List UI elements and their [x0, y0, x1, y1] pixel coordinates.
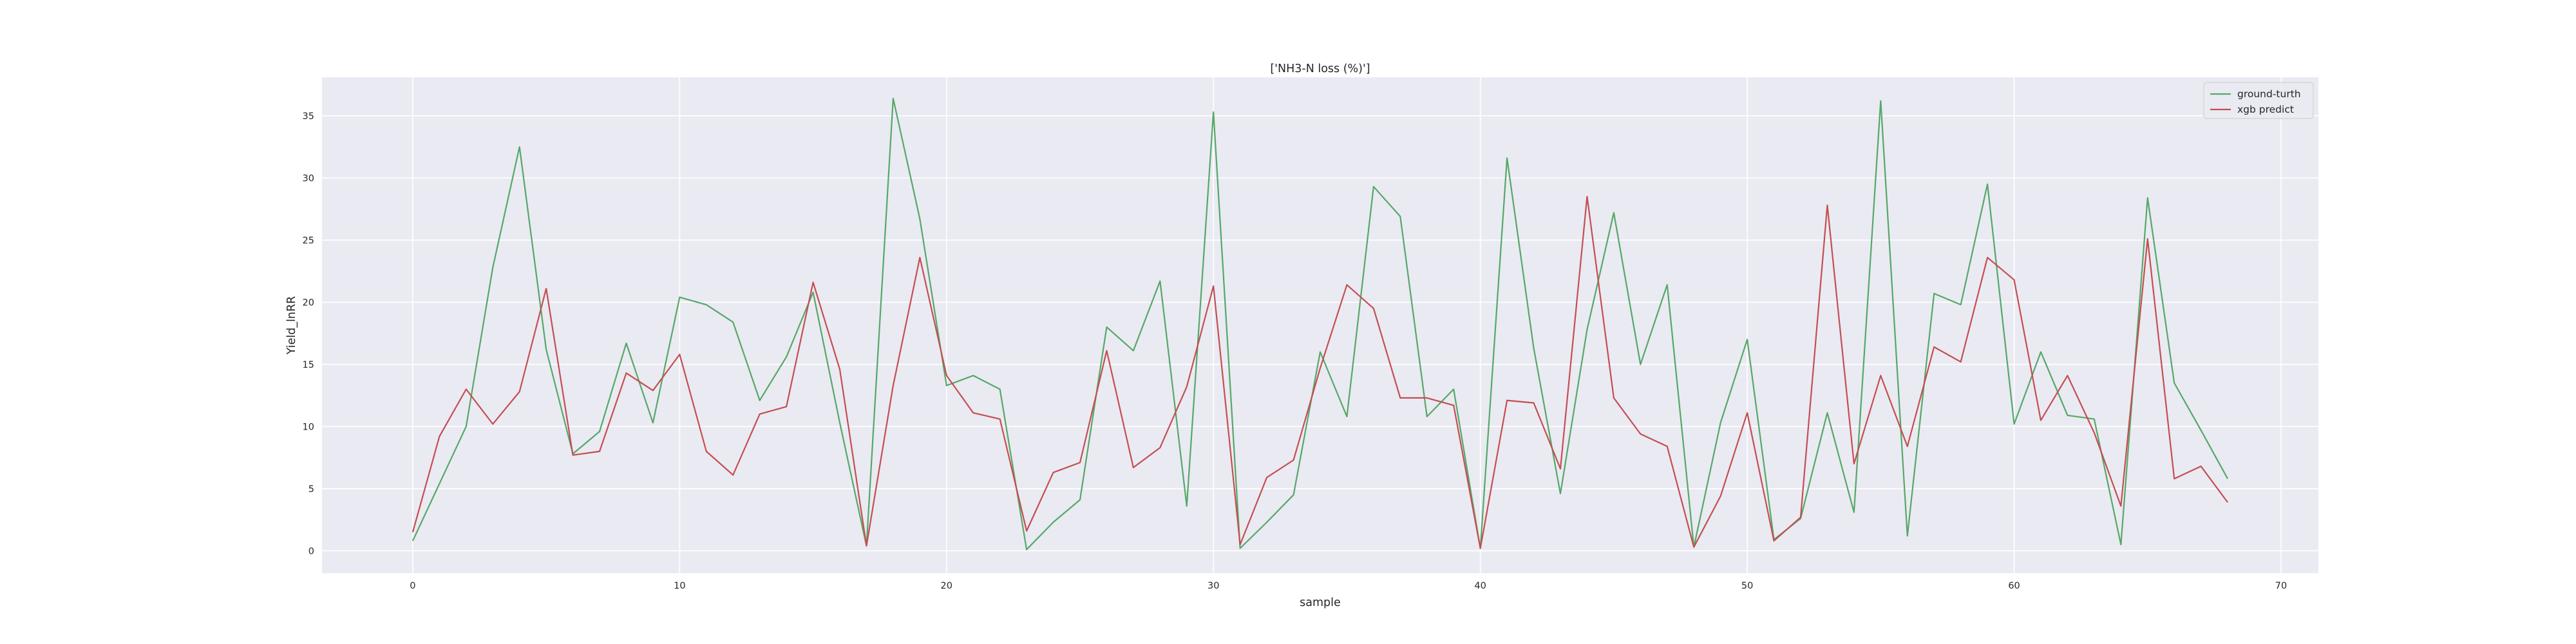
- x-tick-label: 60: [2008, 581, 2020, 591]
- legend-label: ground-turth: [2237, 88, 2301, 100]
- chart-title: ['NH3-N loss (%)']: [1270, 62, 1370, 75]
- y-tick-label: 20: [303, 298, 314, 308]
- y-axis-label: Yield_lnRR: [285, 296, 298, 355]
- series-line-2: [412, 196, 2228, 549]
- x-axis-label: sample: [1300, 596, 1341, 609]
- series-lines: [412, 97, 2229, 551]
- x-tick-label: 30: [1208, 581, 1219, 591]
- y-tick-label: 15: [303, 360, 314, 370]
- plot-area: [322, 77, 2318, 573]
- grid-lines: [322, 77, 2318, 573]
- legend: ground-turth xgb predict: [2203, 82, 2314, 119]
- legend-frame: [2203, 82, 2314, 119]
- y-tick-label: 0: [308, 546, 314, 556]
- series-line-1: [412, 97, 2229, 551]
- y-tick-label: 5: [308, 484, 314, 495]
- y-tick-label: 10: [303, 422, 314, 432]
- y-tick-label: 25: [303, 236, 314, 246]
- x-tick-label: 0: [410, 581, 415, 591]
- x-tick-labels: 0 10 20 30 40 50 60 70: [410, 581, 2287, 591]
- x-tick-label: 20: [941, 581, 952, 591]
- y-tick-labels: 0 5 10 15 20 25 30 35: [303, 111, 314, 556]
- x-tick-label: 50: [1741, 581, 1753, 591]
- x-tick-label: 70: [2275, 581, 2287, 591]
- x-tick-label: 10: [674, 581, 685, 591]
- x-tick-label: 40: [1474, 581, 1486, 591]
- y-tick-label: 30: [303, 173, 314, 184]
- legend-label: xgb predict: [2237, 104, 2294, 115]
- y-tick-label: 35: [303, 111, 314, 122]
